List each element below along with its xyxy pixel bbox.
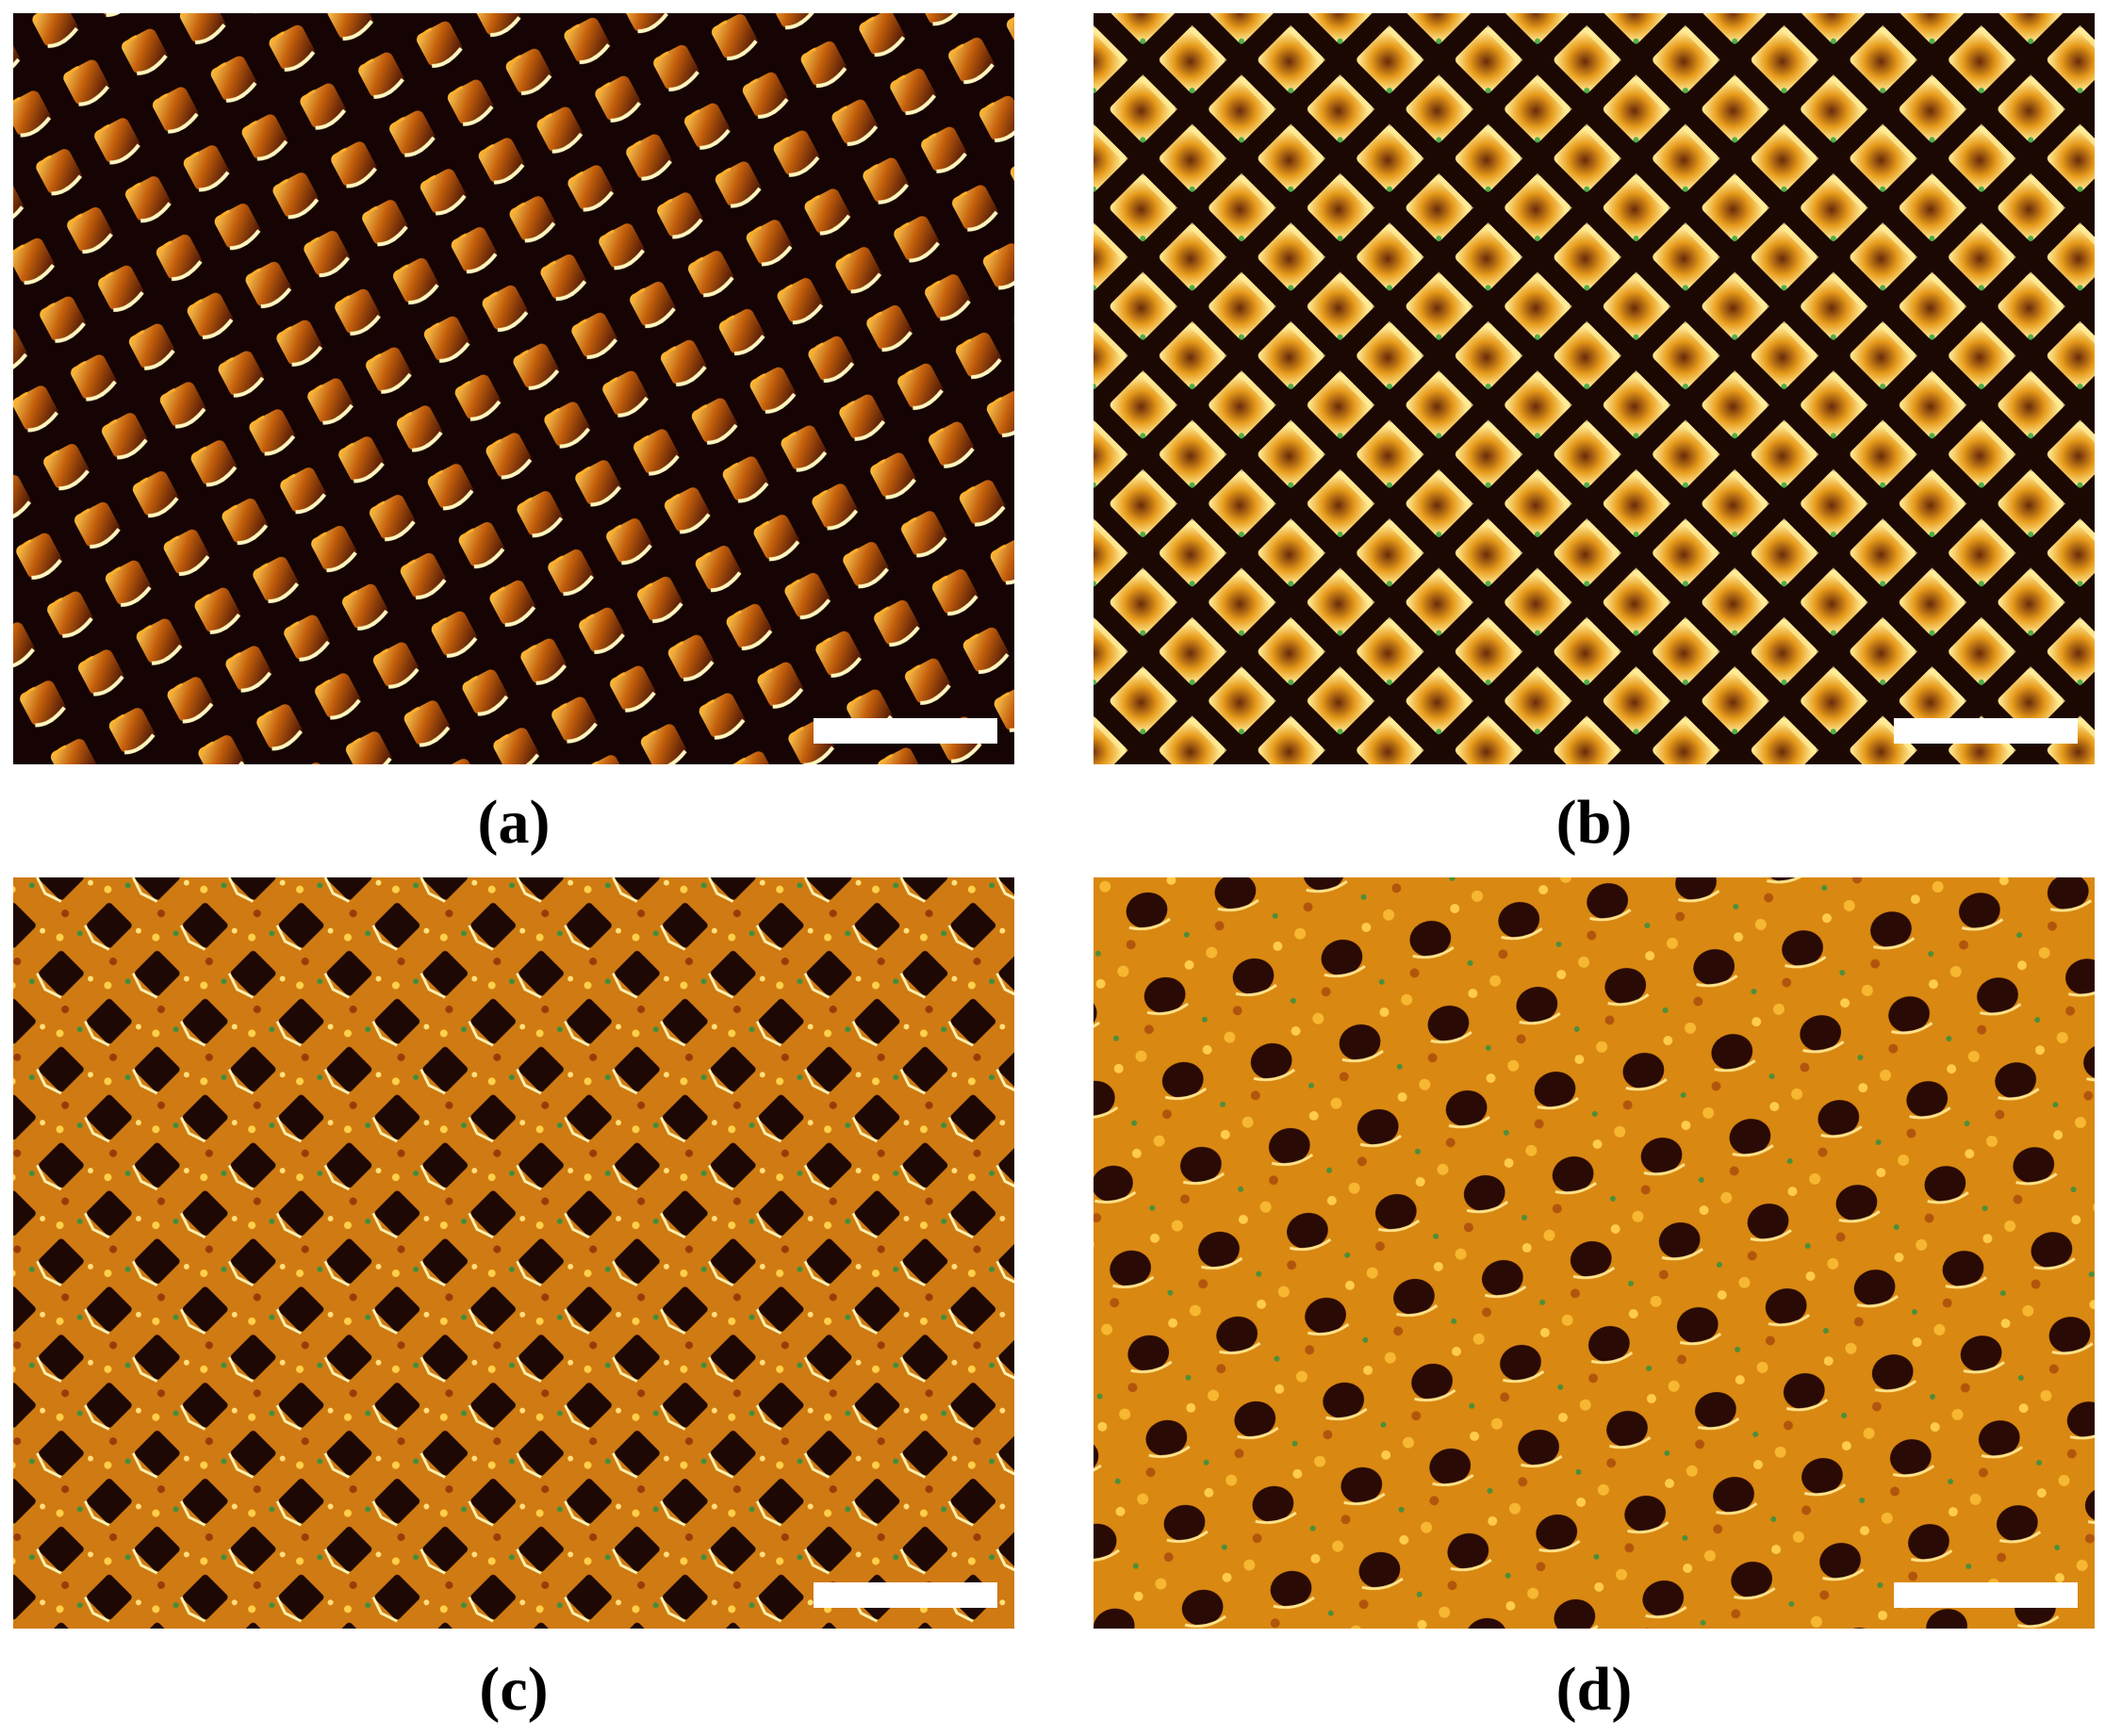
micrograph-panel-d [1094, 877, 2095, 1629]
micrograph-image-c [13, 877, 1014, 1629]
panel-caption-d: (d) [1555, 1655, 1633, 1724]
micrograph-panel-c [13, 877, 1014, 1629]
scale-bar [1894, 1582, 2078, 1608]
micrograph-image-a [13, 13, 1014, 764]
panel-caption-b: (b) [1555, 788, 1633, 857]
scale-bar [814, 1582, 997, 1608]
scale-bar [1894, 718, 2078, 744]
panel-caption-c: (c) [479, 1655, 549, 1724]
micrograph-image-b [1094, 13, 2095, 764]
micrograph-panel-a [13, 13, 1014, 764]
panel-caption-a: (a) [477, 788, 551, 857]
micrograph-image-d [1094, 877, 2095, 1629]
scale-bar [814, 718, 997, 744]
micrograph-panel-b [1094, 13, 2095, 764]
